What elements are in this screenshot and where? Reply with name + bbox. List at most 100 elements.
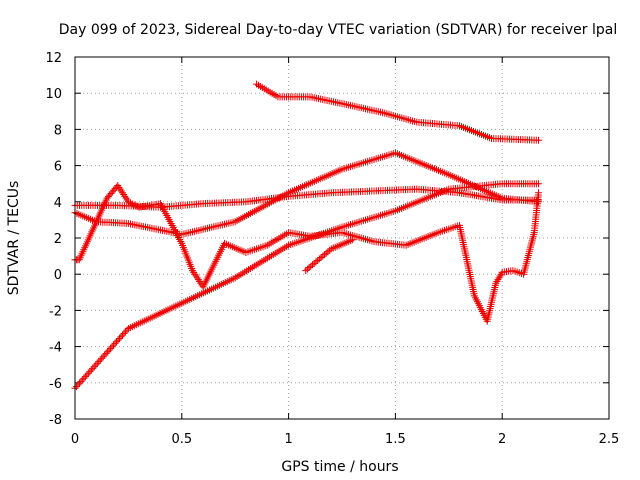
data-point bbox=[123, 196, 131, 204]
data-point bbox=[535, 189, 543, 197]
data-point bbox=[188, 267, 196, 275]
data-point bbox=[494, 276, 502, 284]
grid bbox=[75, 57, 609, 419]
data-point bbox=[96, 356, 104, 364]
data-point bbox=[118, 331, 126, 339]
data-point bbox=[98, 354, 106, 362]
data-point bbox=[535, 136, 543, 144]
data-point bbox=[99, 353, 107, 361]
data-point bbox=[122, 194, 130, 202]
data-point bbox=[75, 379, 83, 387]
series-trace-6 bbox=[302, 236, 357, 275]
data-point bbox=[90, 363, 98, 371]
x-tick-label: 2.5 bbox=[599, 432, 620, 447]
data-point bbox=[315, 255, 323, 263]
y-tick-label: 4 bbox=[54, 196, 62, 211]
data-point bbox=[105, 346, 113, 354]
y-tick-label: 2 bbox=[54, 232, 62, 247]
data-point bbox=[87, 366, 95, 374]
data-point bbox=[305, 264, 313, 272]
series-trace-4 bbox=[253, 80, 543, 144]
data-point bbox=[309, 261, 317, 269]
data-point bbox=[492, 279, 500, 287]
data-point bbox=[84, 369, 92, 377]
data-point bbox=[81, 373, 89, 381]
x-tick-label: 0 bbox=[71, 432, 79, 447]
data-point bbox=[320, 251, 328, 259]
data-point bbox=[101, 351, 109, 359]
data-point bbox=[113, 338, 121, 346]
data-point bbox=[121, 192, 129, 200]
data-point bbox=[89, 364, 97, 372]
data-point bbox=[312, 258, 320, 266]
data-point bbox=[535, 180, 543, 188]
series-trace-3 bbox=[71, 185, 543, 211]
data-point bbox=[121, 328, 129, 336]
data-point bbox=[303, 265, 311, 273]
data-point bbox=[349, 236, 357, 244]
data-point bbox=[86, 368, 94, 376]
data-point bbox=[110, 341, 118, 349]
data-point bbox=[191, 270, 199, 278]
y-tick-label: -2 bbox=[49, 304, 62, 319]
data-point bbox=[117, 187, 125, 195]
x-tick-label: 0.5 bbox=[171, 432, 192, 447]
data-point bbox=[108, 343, 116, 351]
x-tick-label: 1 bbox=[284, 432, 292, 447]
data-points bbox=[71, 80, 543, 392]
data-point bbox=[196, 277, 204, 285]
plot-frame bbox=[74, 56, 610, 420]
data-point bbox=[116, 185, 124, 193]
data-point bbox=[493, 277, 501, 285]
data-point bbox=[496, 272, 504, 280]
data-point bbox=[93, 359, 101, 367]
y-tick-label: -6 bbox=[49, 377, 62, 392]
data-point bbox=[102, 349, 110, 357]
data-point bbox=[104, 348, 112, 356]
data-point bbox=[190, 268, 198, 276]
y-axis-label: SDTVAR / TECUs bbox=[6, 181, 22, 296]
data-point bbox=[116, 334, 123, 342]
data-point bbox=[194, 276, 202, 284]
data-point bbox=[192, 272, 200, 280]
data-point bbox=[78, 376, 86, 384]
chart-title: Day 099 of 2023, Sidereal Day-to-day VTE… bbox=[59, 22, 617, 38]
x-axis-label: GPS time / hours bbox=[281, 459, 398, 475]
y-tick-label: -4 bbox=[49, 341, 62, 356]
data-point bbox=[319, 252, 327, 260]
x-tick-labels: 0 0.5 1 1.5 2 2.5 bbox=[71, 432, 619, 447]
data-point bbox=[117, 333, 125, 341]
data-point bbox=[80, 374, 88, 382]
data-point bbox=[83, 371, 91, 379]
data-point bbox=[120, 329, 128, 337]
y-tick-label: 8 bbox=[54, 123, 62, 138]
data-point bbox=[314, 256, 322, 264]
data-point bbox=[115, 183, 123, 191]
data-point bbox=[72, 383, 80, 391]
data-point bbox=[107, 344, 115, 352]
y-tick-label: 6 bbox=[54, 160, 62, 175]
data-point bbox=[74, 381, 82, 389]
y-tick-labels: -8 -6 -4 -2 0 2 4 6 8 10 12 bbox=[45, 51, 62, 428]
data-point bbox=[324, 248, 332, 256]
data-point bbox=[95, 358, 103, 366]
data-point bbox=[118, 189, 126, 197]
y-tick-label: -8 bbox=[49, 413, 62, 428]
y-tick-label: 12 bbox=[45, 51, 62, 66]
data-point bbox=[114, 336, 122, 344]
x-tick-label: 1.5 bbox=[385, 432, 406, 447]
data-point bbox=[302, 267, 310, 275]
data-point bbox=[317, 254, 325, 262]
data-point bbox=[307, 262, 315, 270]
data-point bbox=[120, 191, 128, 199]
data-point bbox=[77, 378, 85, 386]
y-tick-label: 10 bbox=[45, 87, 62, 102]
data-point bbox=[193, 274, 201, 282]
data-point bbox=[92, 361, 100, 369]
data-point bbox=[495, 274, 503, 282]
data-point bbox=[326, 246, 334, 254]
series-trace-5 bbox=[71, 182, 543, 325]
y-tick-label: 0 bbox=[54, 268, 62, 283]
